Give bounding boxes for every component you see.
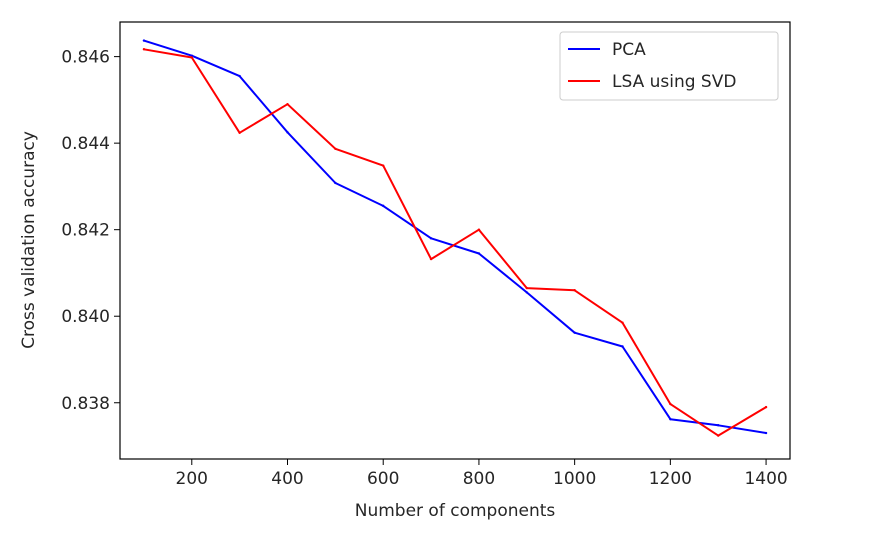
y-tick-label: 0.846 <box>61 48 110 68</box>
data-point <box>717 424 720 427</box>
data-point <box>621 321 624 324</box>
x-tick-label: 1000 <box>553 469 596 489</box>
data-point <box>669 402 672 406</box>
x-tick-label: 1400 <box>744 469 787 489</box>
y-tick-label: 0.840 <box>61 307 110 327</box>
y-axis-ticks: 0.838 0.840 0.842 0.844 0.846 <box>61 48 120 414</box>
data-point <box>717 434 720 437</box>
series-lines <box>142 39 768 437</box>
data-point <box>334 181 337 185</box>
legend-label-pca: PCA <box>612 40 646 60</box>
legend-label-lsa: LSA using SVD <box>612 72 736 92</box>
data-point <box>429 237 433 240</box>
data-point <box>764 431 768 435</box>
data-point <box>573 289 576 292</box>
x-tick-label: 600 <box>367 469 399 489</box>
data-point <box>382 164 385 167</box>
y-tick-label: 0.844 <box>61 134 110 154</box>
x-tick-label: 800 <box>463 469 495 489</box>
series-line-lsa-using-svd <box>143 48 767 437</box>
data-point <box>142 39 146 42</box>
x-tick-label: 200 <box>176 469 208 489</box>
data-point <box>382 204 385 208</box>
y-tick-label: 0.842 <box>61 221 110 241</box>
data-point <box>669 417 672 421</box>
data-point <box>238 131 241 134</box>
y-tick-label: 0.838 <box>61 394 110 414</box>
data-point <box>429 257 433 261</box>
data-point <box>286 131 289 134</box>
data-point <box>525 286 528 290</box>
data-point <box>764 405 768 409</box>
x-tick-label: 400 <box>271 469 303 489</box>
data-point <box>477 252 481 255</box>
data-point <box>477 228 481 231</box>
data-point <box>142 48 146 51</box>
x-axis-ticks: 200 400 600 800 1000 1200 1400 <box>176 459 788 489</box>
data-point <box>190 54 193 57</box>
data-point <box>286 103 289 106</box>
data-point <box>334 147 337 150</box>
data-point <box>238 74 241 78</box>
x-tick-label: 1200 <box>649 469 692 489</box>
series-line-pca <box>143 39 767 434</box>
y-axis-label: Cross validation accuracy <box>19 131 39 349</box>
data-point <box>621 345 624 348</box>
data-point <box>525 291 528 294</box>
data-point <box>573 331 576 334</box>
legend-box <box>559 31 779 101</box>
legend: PCA LSA using SVD <box>559 31 779 101</box>
x-axis-label: Number of components <box>355 501 556 521</box>
data-point <box>190 56 193 59</box>
